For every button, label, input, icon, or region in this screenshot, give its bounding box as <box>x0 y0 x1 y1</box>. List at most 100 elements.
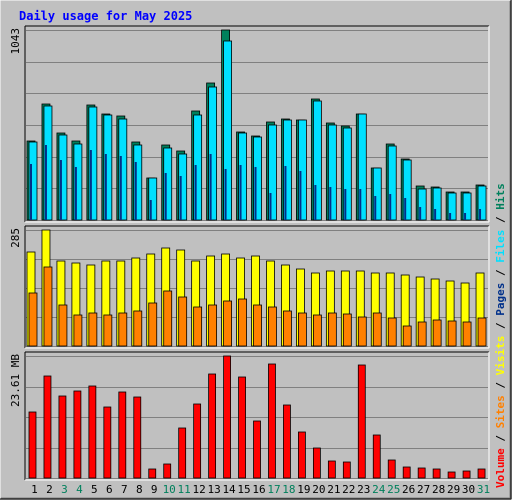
bar-files-day-21 <box>327 124 337 221</box>
bar-sites-day-15 <box>238 298 247 347</box>
bar-volume-day-27 <box>417 467 426 479</box>
bar-volume-day-26 <box>402 466 411 479</box>
bar-pages-day-24 <box>374 196 377 220</box>
bar-sites-day-2 <box>43 266 53 347</box>
bar-files-day-24 <box>372 167 382 221</box>
legend-item-pages: Pages <box>494 283 507 316</box>
bar-sites-day-10 <box>163 290 173 347</box>
bar-files-day-28 <box>432 187 442 221</box>
x-tick-label: 2 <box>46 483 53 496</box>
x-tick-label: 15 <box>237 483 250 496</box>
bar-files-day-4 <box>73 143 83 221</box>
x-tick-label: 20 <box>312 483 325 496</box>
bar-pages-day-17 <box>269 193 272 220</box>
bar-sites-day-28 <box>432 319 442 347</box>
bar-pages-day-4 <box>74 167 77 220</box>
bar-sites-day-5 <box>88 312 98 347</box>
bar-sites-day-26 <box>402 325 412 347</box>
bar-pages-day-15 <box>239 165 242 220</box>
bar-volume-day-28 <box>432 468 441 479</box>
bar-files-day-26 <box>402 159 412 221</box>
y-axis-max-label: 23.61 MB <box>9 354 22 407</box>
bar-files-day-11 <box>178 153 188 221</box>
x-tick-label: 30 <box>462 483 475 496</box>
bar-files-day-12 <box>193 114 203 221</box>
bar-pages-day-3 <box>59 160 62 220</box>
bar-pages-day-30 <box>464 213 467 220</box>
bar-files-day-1 <box>28 141 38 221</box>
x-tick-label: 3 <box>61 483 68 496</box>
bar-files-day-9 <box>148 177 158 221</box>
x-tick-label: 16 <box>252 483 265 496</box>
bar-volume-day-2 <box>43 375 52 479</box>
panel-hits-files-pages: 1043 <box>9 25 490 223</box>
legend-text: Volume / Sites / Visits / Pages / Files … <box>494 183 507 488</box>
bar-pages-day-10 <box>164 173 167 220</box>
bar-pages-day-23 <box>359 189 362 220</box>
bar-pages-day-8 <box>134 162 137 220</box>
bar-files-day-27 <box>417 188 427 221</box>
bar-files-day-3 <box>58 134 68 221</box>
bar-pages-day-26 <box>404 198 407 220</box>
legend-separator: / <box>494 375 507 395</box>
x-tick-label: 14 <box>222 483 236 496</box>
x-tick-label: 27 <box>417 483 430 496</box>
bar-pages-day-19 <box>299 171 302 220</box>
x-tick-label: 8 <box>136 483 143 496</box>
bar-files-day-15 <box>238 132 247 221</box>
bar-sites-day-19 <box>298 312 307 347</box>
bar-volume-day-20 <box>312 447 321 479</box>
bar-sites-day-25 <box>387 317 397 347</box>
x-tick-label: 31 <box>477 483 490 496</box>
bar-volume-day-17 <box>268 363 276 479</box>
bar-pages-day-16 <box>254 167 257 220</box>
x-tick-label: 19 <box>297 483 310 496</box>
legend-item-files: Files <box>494 230 507 263</box>
bar-sites-day-20 <box>312 314 322 347</box>
bar-files-day-13 <box>208 86 218 221</box>
bar-sites-day-11 <box>178 296 188 347</box>
bar-volume-day-23 <box>357 364 366 479</box>
bar-volume-day-1 <box>28 411 37 479</box>
x-tick-label: 6 <box>106 483 113 496</box>
x-tick-label: 21 <box>327 483 340 496</box>
bar-sites-day-13 <box>208 304 218 347</box>
bar-volume-day-16 <box>253 420 261 479</box>
x-tick-label: 29 <box>447 483 460 496</box>
bar-pages-day-11 <box>179 176 182 220</box>
bar-pages-day-21 <box>329 187 332 220</box>
bar-volume-day-19 <box>298 431 306 479</box>
x-tick-label: 11 <box>178 483 191 496</box>
bar-sites-day-22 <box>342 313 352 347</box>
bar-pages-day-27 <box>419 207 422 220</box>
x-tick-label: 7 <box>121 483 128 496</box>
bar-sites-day-3 <box>58 304 68 347</box>
bar-files-day-25 <box>387 145 397 221</box>
bar-sites-day-4 <box>73 314 83 347</box>
bar-volume-day-15 <box>238 376 246 479</box>
bar-pages-day-22 <box>344 189 347 220</box>
bar-volume-day-29 <box>447 471 456 479</box>
chart-panels: 1043 285 23.61 MB <box>9 25 490 481</box>
bar-files-day-20 <box>312 100 322 221</box>
x-tick-label: 24 <box>372 483 386 496</box>
bar-pages-day-31 <box>479 209 482 220</box>
bar-sites-day-24 <box>372 312 382 347</box>
bar-sites-day-30 <box>462 321 472 347</box>
x-tick-label: 18 <box>282 483 295 496</box>
bar-pages-day-20 <box>314 185 317 220</box>
bar-pages-day-6 <box>104 154 107 220</box>
bar-pages-day-25 <box>389 194 392 220</box>
bar-files-day-22 <box>342 127 352 221</box>
bar-sites-day-6 <box>103 314 113 347</box>
panel-visits-sites: 285 <box>9 225 490 349</box>
x-tick-label: 5 <box>91 483 98 496</box>
bar-volume-day-30 <box>462 470 471 479</box>
legend-item-visits: Visits <box>494 336 507 376</box>
chart-legend: Volume / Sites / Visits / Pages / Files … <box>494 183 507 488</box>
bar-volume-day-9 <box>148 468 157 479</box>
bar-files-day-14 <box>223 40 232 221</box>
x-tick-label: 1 <box>31 483 38 496</box>
